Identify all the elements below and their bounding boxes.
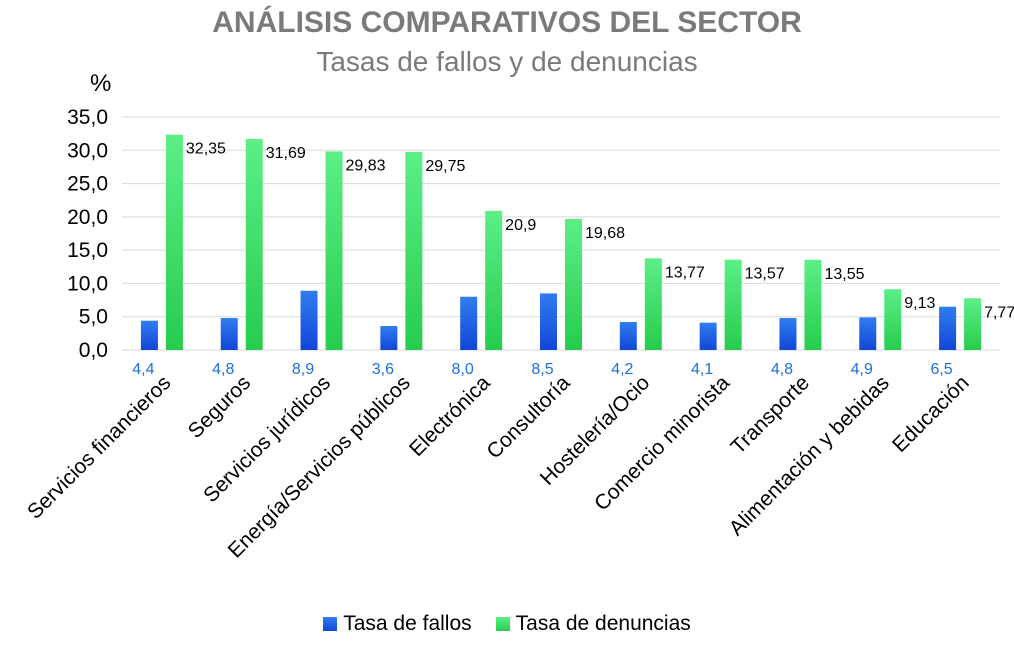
data-label-fallos: 8,0 (452, 361, 474, 378)
data-label-denuncias: 7,77 (984, 304, 1014, 321)
data-label-fallos: 4,8 (771, 361, 793, 378)
bar-denuncias (485, 210, 503, 350)
y-tick-label: 20,0 (67, 206, 108, 229)
bar-fallos (220, 318, 238, 350)
x-category-label: Alimentación y bebidas (725, 371, 894, 540)
y-axis-ticks: 0,0 5,0 10,0 15,0 20,0 25,0 30,0 35,0 (67, 106, 108, 362)
data-label-denuncias: 32,35 (186, 141, 226, 158)
data-label-fallos: 4,2 (611, 361, 633, 378)
data-label-fallos: 8,9 (292, 361, 314, 378)
data-label-denuncias: 20,9 (505, 217, 536, 234)
data-labels: 4,4 32,35 4,8 31,69 8,9 29,83 3,6 29,75 8,0 20,9 8… (132, 141, 1014, 378)
y-tick-label: 30,0 (67, 139, 108, 162)
data-label-denuncias: 29,83 (346, 157, 386, 174)
bar-fallos (140, 320, 158, 350)
bar-denuncias (964, 298, 982, 350)
data-label-denuncias: 19,68 (585, 225, 625, 242)
bar-denuncias (724, 259, 742, 350)
y-axis-unit-label: % (90, 70, 112, 97)
x-category-label: Transporte (726, 371, 814, 459)
bar-fallos (460, 296, 478, 350)
x-category-label: Seguros (184, 371, 256, 443)
chart-title: ANÁLISIS COMPARATIVOS DEL SECTOR (212, 6, 802, 39)
data-label-fallos: 8,5 (531, 361, 553, 378)
legend-item-fallos: Tasa de fallos (323, 612, 472, 636)
y-tick-label: 5,0 (79, 306, 108, 329)
bar-fallos (779, 318, 797, 350)
y-tick-label: 25,0 (67, 173, 108, 196)
data-label-denuncias: 13,55 (824, 266, 864, 283)
data-label-fallos: 4,4 (132, 361, 154, 378)
bars (140, 134, 982, 350)
data-label-fallos: 3,6 (372, 361, 394, 378)
x-category-label: Educación (888, 371, 974, 457)
bar-denuncias (565, 218, 582, 350)
bar-fallos (540, 293, 557, 350)
legend: Tasa de fallos Tasa de denuncias (0, 612, 1014, 636)
legend-label-fallos: Tasa de fallos (343, 612, 472, 635)
data-label-fallos: 4,8 (212, 361, 234, 378)
bar-fallos (939, 306, 957, 350)
x-category-label: Comercio minorista (590, 371, 734, 515)
y-tick-label: 10,0 (67, 272, 108, 295)
data-label-fallos: 4,9 (851, 361, 873, 378)
bar-fallos (699, 322, 717, 350)
bar-denuncias (804, 259, 822, 350)
data-label-fallos: 6,5 (930, 361, 952, 378)
data-label-denuncias: 31,69 (266, 145, 306, 162)
bar-fallos (300, 290, 318, 350)
bar-denuncias (245, 139, 263, 350)
bar-denuncias (325, 151, 343, 350)
bar-denuncias (644, 258, 662, 350)
y-tick-label: 35,0 (67, 106, 108, 129)
legend-swatch-denuncias (495, 617, 510, 631)
x-category-label: Servicios financieros (23, 371, 175, 523)
y-tick-label: 15,0 (67, 239, 108, 262)
gridlines (122, 116, 1000, 351)
data-label-denuncias: 13,57 (745, 266, 785, 283)
bar-denuncias (165, 134, 183, 350)
bar-denuncias (884, 289, 902, 350)
data-label-denuncias: 13,77 (665, 264, 705, 281)
legend-swatch-fallos (323, 617, 338, 631)
bar-fallos (619, 322, 637, 350)
bar-fallos (380, 326, 398, 350)
chart-subtitle: Tasas de fallos y de denuncias (316, 46, 698, 77)
data-label-denuncias: 29,75 (425, 158, 465, 175)
bar-denuncias (405, 151, 423, 350)
data-label-denuncias: 9,13 (904, 295, 935, 312)
y-tick-label: 0,0 (79, 339, 108, 362)
legend-label-denuncias: Tasa de denuncias (515, 612, 691, 635)
data-label-fallos: 4,1 (691, 361, 713, 378)
bar-fallos (859, 317, 877, 350)
legend-item-denuncias: Tasa de denuncias (495, 612, 691, 636)
